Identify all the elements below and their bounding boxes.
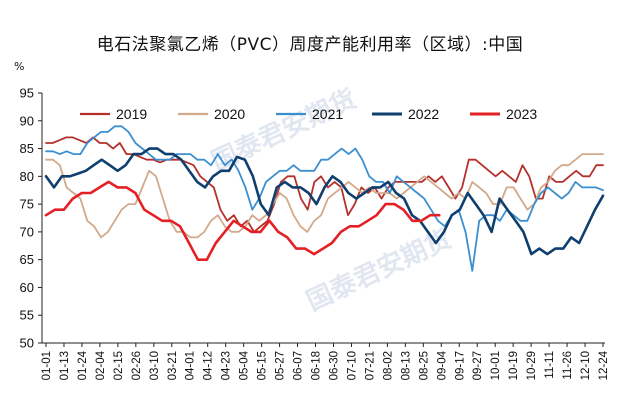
y-tick-label: 70 [20,224,34,239]
x-tick-label: 04-01 [185,351,197,380]
x-tick-label: 05-15 [257,351,269,380]
x-tick-label: 01-01 [41,351,53,380]
x-tick-label: 08-25 [418,351,430,380]
chart-title: 电石法聚氯乙烯（PVC）周度产能利用率（区域）:中国 [96,35,524,55]
y-tick-label: 75 [20,197,34,212]
x-tick-label: 05-27 [275,351,287,380]
x-tick-label: 07-10 [346,351,358,380]
y-tick-label: 65 [20,252,34,267]
x-tick-label: 10-19 [508,351,520,380]
x-tick-label: 10-01 [490,351,502,380]
legend-label-2022: 2022 [408,106,439,122]
x-tick-label: 02-15 [113,351,125,380]
x-tick-label: 12-10 [580,351,592,380]
x-tick-label: 02-26 [131,351,143,380]
series-line-2020 [45,153,604,239]
y-tick-label: 80 [20,169,34,184]
x-tick-label: 05-04 [239,350,251,380]
x-tick-label: 12-24 [598,350,610,380]
y-tick-label: 50 [20,336,34,351]
x-tick-label: 08-02 [382,351,394,380]
legend-label-2019: 2019 [116,106,147,122]
x-tick-label: 01-24 [77,350,89,380]
x-tick-label: 08-13 [400,351,412,380]
x-tick-label: 09-17 [454,351,466,380]
series-line-2022 [44,147,605,256]
x-tick-label: 03-10 [149,351,161,380]
x-tick-label: 02-04 [95,350,107,380]
x-tick-label: 04-23 [221,351,233,380]
x-tick-label: 01-13 [59,351,71,380]
y-tick-label: 85 [20,141,34,156]
x-tick-label: 04-12 [203,351,215,380]
legend-label-2020: 2020 [214,106,245,122]
y-tick-label: 60 [20,280,34,295]
x-tick-label: 09-04 [436,350,448,380]
x-tick-label: 06-18 [311,351,323,380]
y-tick-label: 95 [20,86,34,101]
y-axis-unit: % [14,60,25,73]
series-line-2019 [45,136,604,233]
x-tick-label: 06-07 [293,351,305,380]
x-tick-label: 09-27 [472,351,484,380]
x-tick-label: 06-30 [328,351,340,380]
legend-label-2021: 2021 [312,106,343,122]
x-tick-label: 11-26 [562,351,574,380]
x-tick-label: 07-21 [364,351,376,380]
x-tick-label: 03-21 [167,351,179,380]
y-tick-label: 90 [20,113,34,128]
x-tick-label: 10-29 [526,351,538,380]
legend-label-2023: 2023 [506,106,537,122]
x-tick-label: 11-11 [544,351,556,379]
series-line-2023 [44,180,441,262]
y-tick-label: 55 [20,308,34,323]
